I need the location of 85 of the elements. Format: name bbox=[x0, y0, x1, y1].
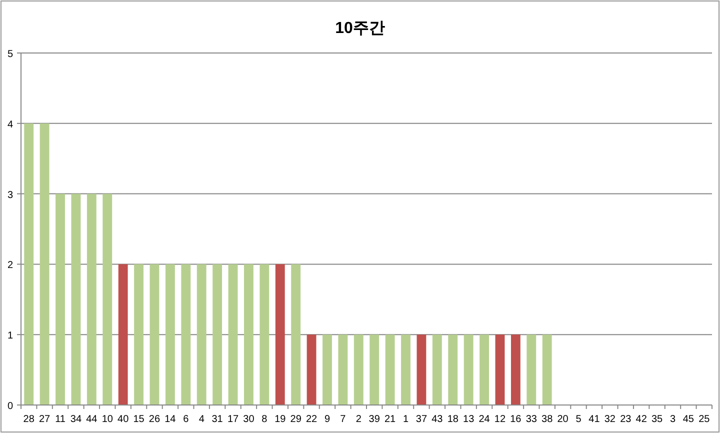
x-tick-label: 30 bbox=[243, 414, 255, 425]
x-tick-label: 38 bbox=[542, 414, 554, 425]
x-tick-label: 11 bbox=[55, 414, 66, 425]
bar bbox=[40, 123, 50, 405]
bar bbox=[212, 264, 222, 405]
y-tick-label: 2 bbox=[7, 260, 14, 272]
x-tick-label: 32 bbox=[604, 414, 616, 425]
bar bbox=[260, 264, 270, 405]
bar bbox=[150, 264, 160, 405]
bar bbox=[228, 264, 238, 405]
bar bbox=[370, 334, 380, 405]
bar bbox=[165, 264, 175, 405]
x-tick-label: 29 bbox=[290, 414, 302, 425]
bar bbox=[401, 334, 410, 405]
bar bbox=[196, 264, 206, 405]
bar bbox=[291, 264, 301, 405]
bar bbox=[102, 194, 112, 405]
x-tick-label: 33 bbox=[526, 414, 538, 425]
x-tick-label: 35 bbox=[651, 414, 664, 425]
bar bbox=[181, 264, 191, 405]
bar bbox=[495, 334, 505, 405]
x-tick-label: 19 bbox=[274, 414, 286, 425]
x-tick-label: 8 bbox=[262, 414, 268, 425]
x-tick-label: 2 bbox=[356, 414, 362, 425]
bar bbox=[448, 334, 458, 405]
x-tick-label: 3 bbox=[670, 414, 676, 425]
bar bbox=[322, 334, 332, 405]
x-tick-label: 10 bbox=[102, 414, 114, 425]
x-tick-label: 1 bbox=[402, 414, 409, 425]
bar bbox=[354, 334, 364, 405]
x-tick-label: 17 bbox=[227, 414, 240, 425]
x-tick-label: 23 bbox=[620, 414, 632, 425]
x-tick-label: 44 bbox=[86, 414, 98, 425]
bar bbox=[338, 334, 348, 405]
bar bbox=[526, 334, 536, 405]
bar bbox=[306, 334, 316, 405]
x-tick-label: 21 bbox=[384, 414, 396, 425]
x-tick-label: 42 bbox=[636, 414, 648, 425]
bar bbox=[385, 334, 395, 405]
bar bbox=[416, 334, 426, 405]
x-tick-label: 18 bbox=[447, 414, 459, 425]
x-tick-label: 43 bbox=[432, 414, 444, 425]
bar bbox=[432, 334, 442, 405]
bar bbox=[56, 194, 65, 405]
y-tick-label: 3 bbox=[7, 190, 14, 201]
bar bbox=[71, 194, 81, 405]
x-tick-label: 7 bbox=[340, 414, 346, 425]
x-tick-label: 20 bbox=[557, 414, 569, 425]
bar bbox=[244, 264, 254, 405]
x-tick-label: 28 bbox=[23, 414, 35, 425]
x-tick-label: 16 bbox=[510, 414, 522, 425]
bar bbox=[134, 264, 144, 405]
bar bbox=[464, 334, 474, 405]
x-tick-label: 6 bbox=[183, 414, 190, 425]
y-tick-label: 5 bbox=[7, 49, 14, 60]
y-tick-label: 0 bbox=[7, 401, 14, 412]
x-tick-label: 26 bbox=[148, 414, 160, 425]
bar bbox=[275, 264, 285, 405]
x-tick-label: 9 bbox=[324, 414, 330, 425]
chart-title: 10주간 bbox=[335, 20, 385, 37]
y-tick-label: 1 bbox=[7, 330, 14, 342]
y-tick-label: 4 bbox=[7, 119, 14, 130]
x-tick-label: 5 bbox=[576, 414, 582, 425]
x-tick-label: 4 bbox=[198, 414, 205, 425]
x-tick-label: 12 bbox=[494, 414, 506, 425]
x-tick-label: 40 bbox=[118, 414, 130, 425]
x-tick-label: 45 bbox=[682, 414, 694, 425]
x-tick-label: 39 bbox=[368, 414, 380, 425]
bar bbox=[118, 264, 128, 405]
x-tick-label: 37 bbox=[416, 414, 428, 425]
x-tick-label: 27 bbox=[38, 414, 51, 425]
bar bbox=[510, 334, 520, 405]
x-tick-label: 34 bbox=[70, 414, 82, 425]
x-tick-label: 13 bbox=[463, 414, 475, 425]
x-tick-label: 41 bbox=[588, 414, 600, 425]
x-tick-label: 22 bbox=[306, 414, 318, 425]
bar bbox=[480, 334, 489, 405]
bar bbox=[24, 123, 34, 405]
x-tick-label: 24 bbox=[478, 414, 490, 425]
bar bbox=[542, 334, 552, 405]
x-tick-label: 31 bbox=[212, 414, 224, 425]
x-tick-label: 15 bbox=[133, 414, 145, 425]
x-tick-label: 25 bbox=[698, 414, 710, 425]
bar bbox=[86, 194, 96, 405]
x-tick-label: 14 bbox=[164, 414, 176, 425]
